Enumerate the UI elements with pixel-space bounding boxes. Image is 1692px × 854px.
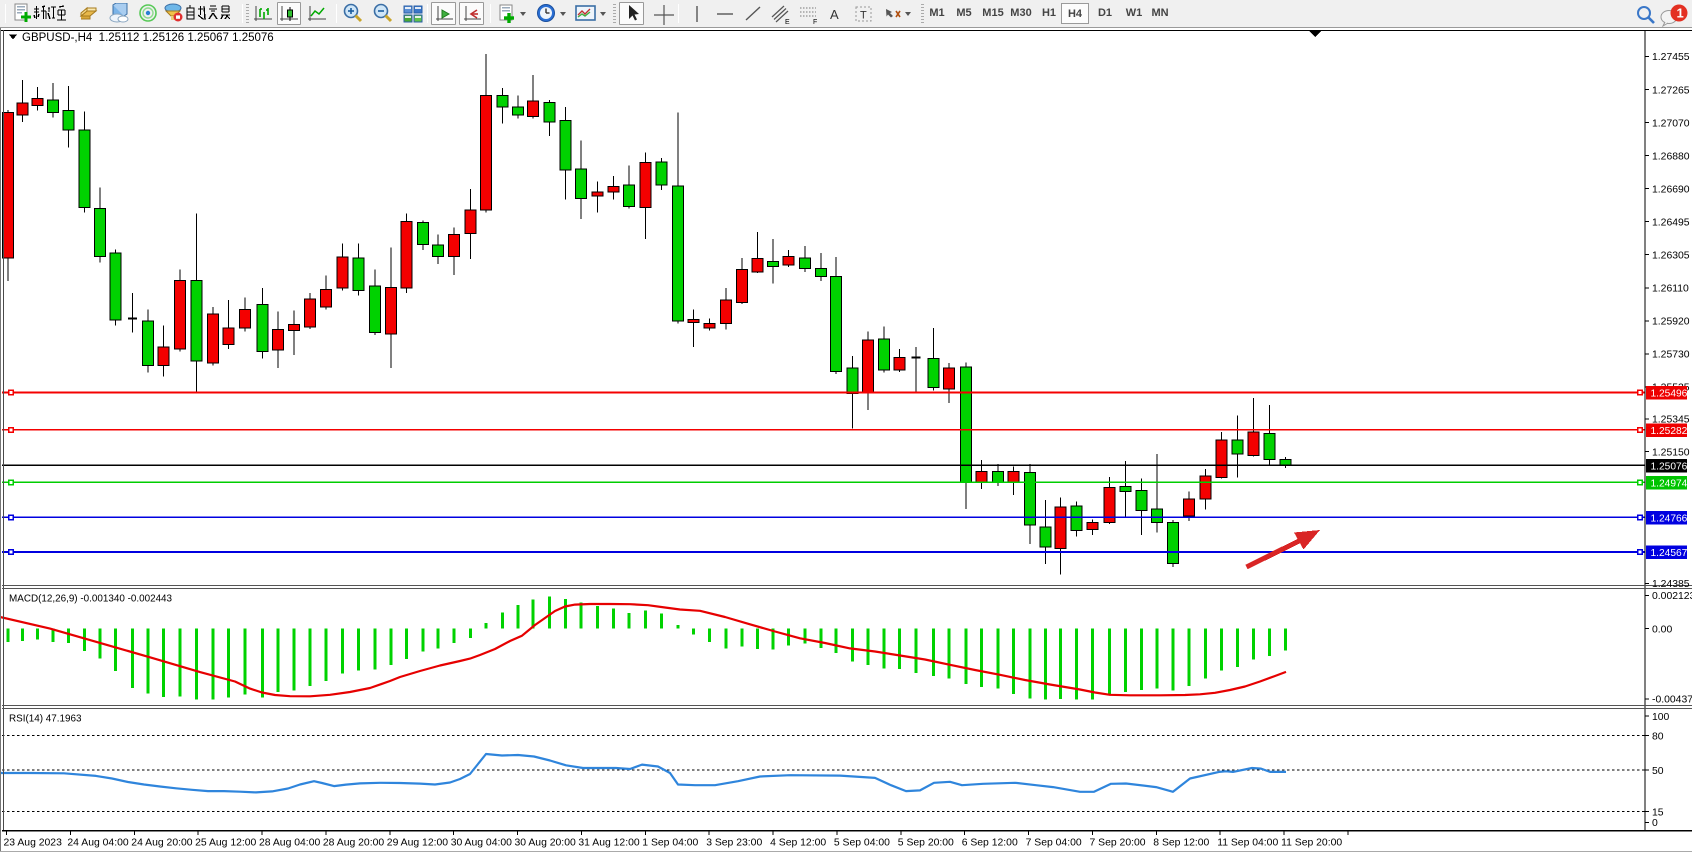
svg-text:1.25730: 1.25730 bbox=[1652, 350, 1690, 361]
svg-text:1.27265: 1.27265 bbox=[1652, 85, 1690, 96]
svg-text:1.26495: 1.26495 bbox=[1652, 218, 1690, 229]
svg-text:0.00: 0.00 bbox=[1652, 624, 1672, 635]
svg-text:-0.004378: -0.004378 bbox=[1652, 695, 1692, 706]
svg-text:T: T bbox=[860, 10, 867, 22]
svg-text:0.002123: 0.002123 bbox=[1652, 591, 1692, 602]
svg-text:1.24385: 1.24385 bbox=[1652, 579, 1690, 590]
svg-text:1.25496: 1.25496 bbox=[1651, 389, 1688, 400]
svg-text:1.25345: 1.25345 bbox=[1652, 415, 1690, 426]
svg-text:31 Aug 12:00: 31 Aug 12:00 bbox=[578, 838, 639, 849]
svg-text:E: E bbox=[785, 19, 790, 25]
svg-text:F: F bbox=[813, 19, 817, 25]
svg-text:100: 100 bbox=[1652, 712, 1670, 723]
svg-text:4 Sep 12:00: 4 Sep 12:00 bbox=[770, 838, 826, 849]
svg-text:30 Aug 04:00: 30 Aug 04:00 bbox=[451, 838, 512, 849]
svg-text:1.27455: 1.27455 bbox=[1652, 52, 1690, 63]
svg-text:28 Aug 20:00: 28 Aug 20:00 bbox=[323, 838, 384, 849]
svg-text:7 Sep 04:00: 7 Sep 04:00 bbox=[1026, 838, 1082, 849]
svg-text:1.25282: 1.25282 bbox=[1651, 426, 1688, 437]
svg-text:23 Aug 2023: 23 Aug 2023 bbox=[4, 838, 63, 849]
svg-text:5 Sep 20:00: 5 Sep 20:00 bbox=[898, 838, 954, 849]
svg-text:1.27070: 1.27070 bbox=[1652, 118, 1690, 129]
svg-text:1.26305: 1.26305 bbox=[1652, 251, 1690, 262]
svg-text:11 Sep 04:00: 11 Sep 04:00 bbox=[1217, 838, 1278, 849]
svg-text:GBPUSD-,H4 1.25112 1.25126 1.: GBPUSD-,H4 1.25112 1.25126 1.25067 1.250… bbox=[22, 32, 274, 44]
svg-text:24 Aug 20:00: 24 Aug 20:00 bbox=[131, 838, 192, 849]
svg-text:A: A bbox=[830, 7, 839, 22]
svg-text:15: 15 bbox=[1652, 807, 1664, 818]
svg-text:1.24974: 1.24974 bbox=[1651, 478, 1688, 489]
svg-text:1.26110: 1.26110 bbox=[1652, 284, 1689, 295]
svg-text:5 Sep 04:00: 5 Sep 04:00 bbox=[834, 838, 890, 849]
svg-text:50: 50 bbox=[1652, 766, 1664, 777]
svg-text:RSI(14) 47.1963: RSI(14) 47.1963 bbox=[9, 714, 82, 725]
svg-text:25 Aug 12:00: 25 Aug 12:00 bbox=[195, 838, 256, 849]
svg-text:1 Sep 04:00: 1 Sep 04:00 bbox=[642, 838, 698, 849]
svg-text:28 Aug 04:00: 28 Aug 04:00 bbox=[259, 838, 320, 849]
svg-text:8 Sep 12:00: 8 Sep 12:00 bbox=[1153, 838, 1209, 849]
svg-text:0: 0 bbox=[1652, 818, 1658, 829]
svg-text:11 Sep 20:00: 11 Sep 20:00 bbox=[1281, 838, 1342, 849]
svg-text:24 Aug 04:00: 24 Aug 04:00 bbox=[67, 838, 128, 849]
svg-text:MACD(12,26,9) -0.001340 -0.002: MACD(12,26,9) -0.001340 -0.002443 bbox=[9, 594, 173, 605]
svg-text:30 Aug 20:00: 30 Aug 20:00 bbox=[515, 838, 576, 849]
svg-text:1.24567: 1.24567 bbox=[1651, 548, 1688, 559]
svg-text:3 Sep 23:00: 3 Sep 23:00 bbox=[706, 838, 762, 849]
svg-text:1.25920: 1.25920 bbox=[1652, 317, 1690, 328]
svg-text:1.25150: 1.25150 bbox=[1652, 447, 1690, 458]
svg-text:29 Aug 12:00: 29 Aug 12:00 bbox=[387, 838, 448, 849]
svg-text:1.25076: 1.25076 bbox=[1651, 461, 1688, 472]
svg-text:1.24766: 1.24766 bbox=[1651, 513, 1688, 524]
svg-text:80: 80 bbox=[1652, 731, 1664, 742]
svg-text:7 Sep 20:00: 7 Sep 20:00 bbox=[1090, 838, 1146, 849]
svg-text:1: 1 bbox=[1677, 6, 1684, 21]
svg-text:6 Sep 12:00: 6 Sep 12:00 bbox=[962, 838, 1018, 849]
svg-text:1.26880: 1.26880 bbox=[1652, 151, 1690, 162]
svg-text:1.26690: 1.26690 bbox=[1652, 184, 1690, 195]
